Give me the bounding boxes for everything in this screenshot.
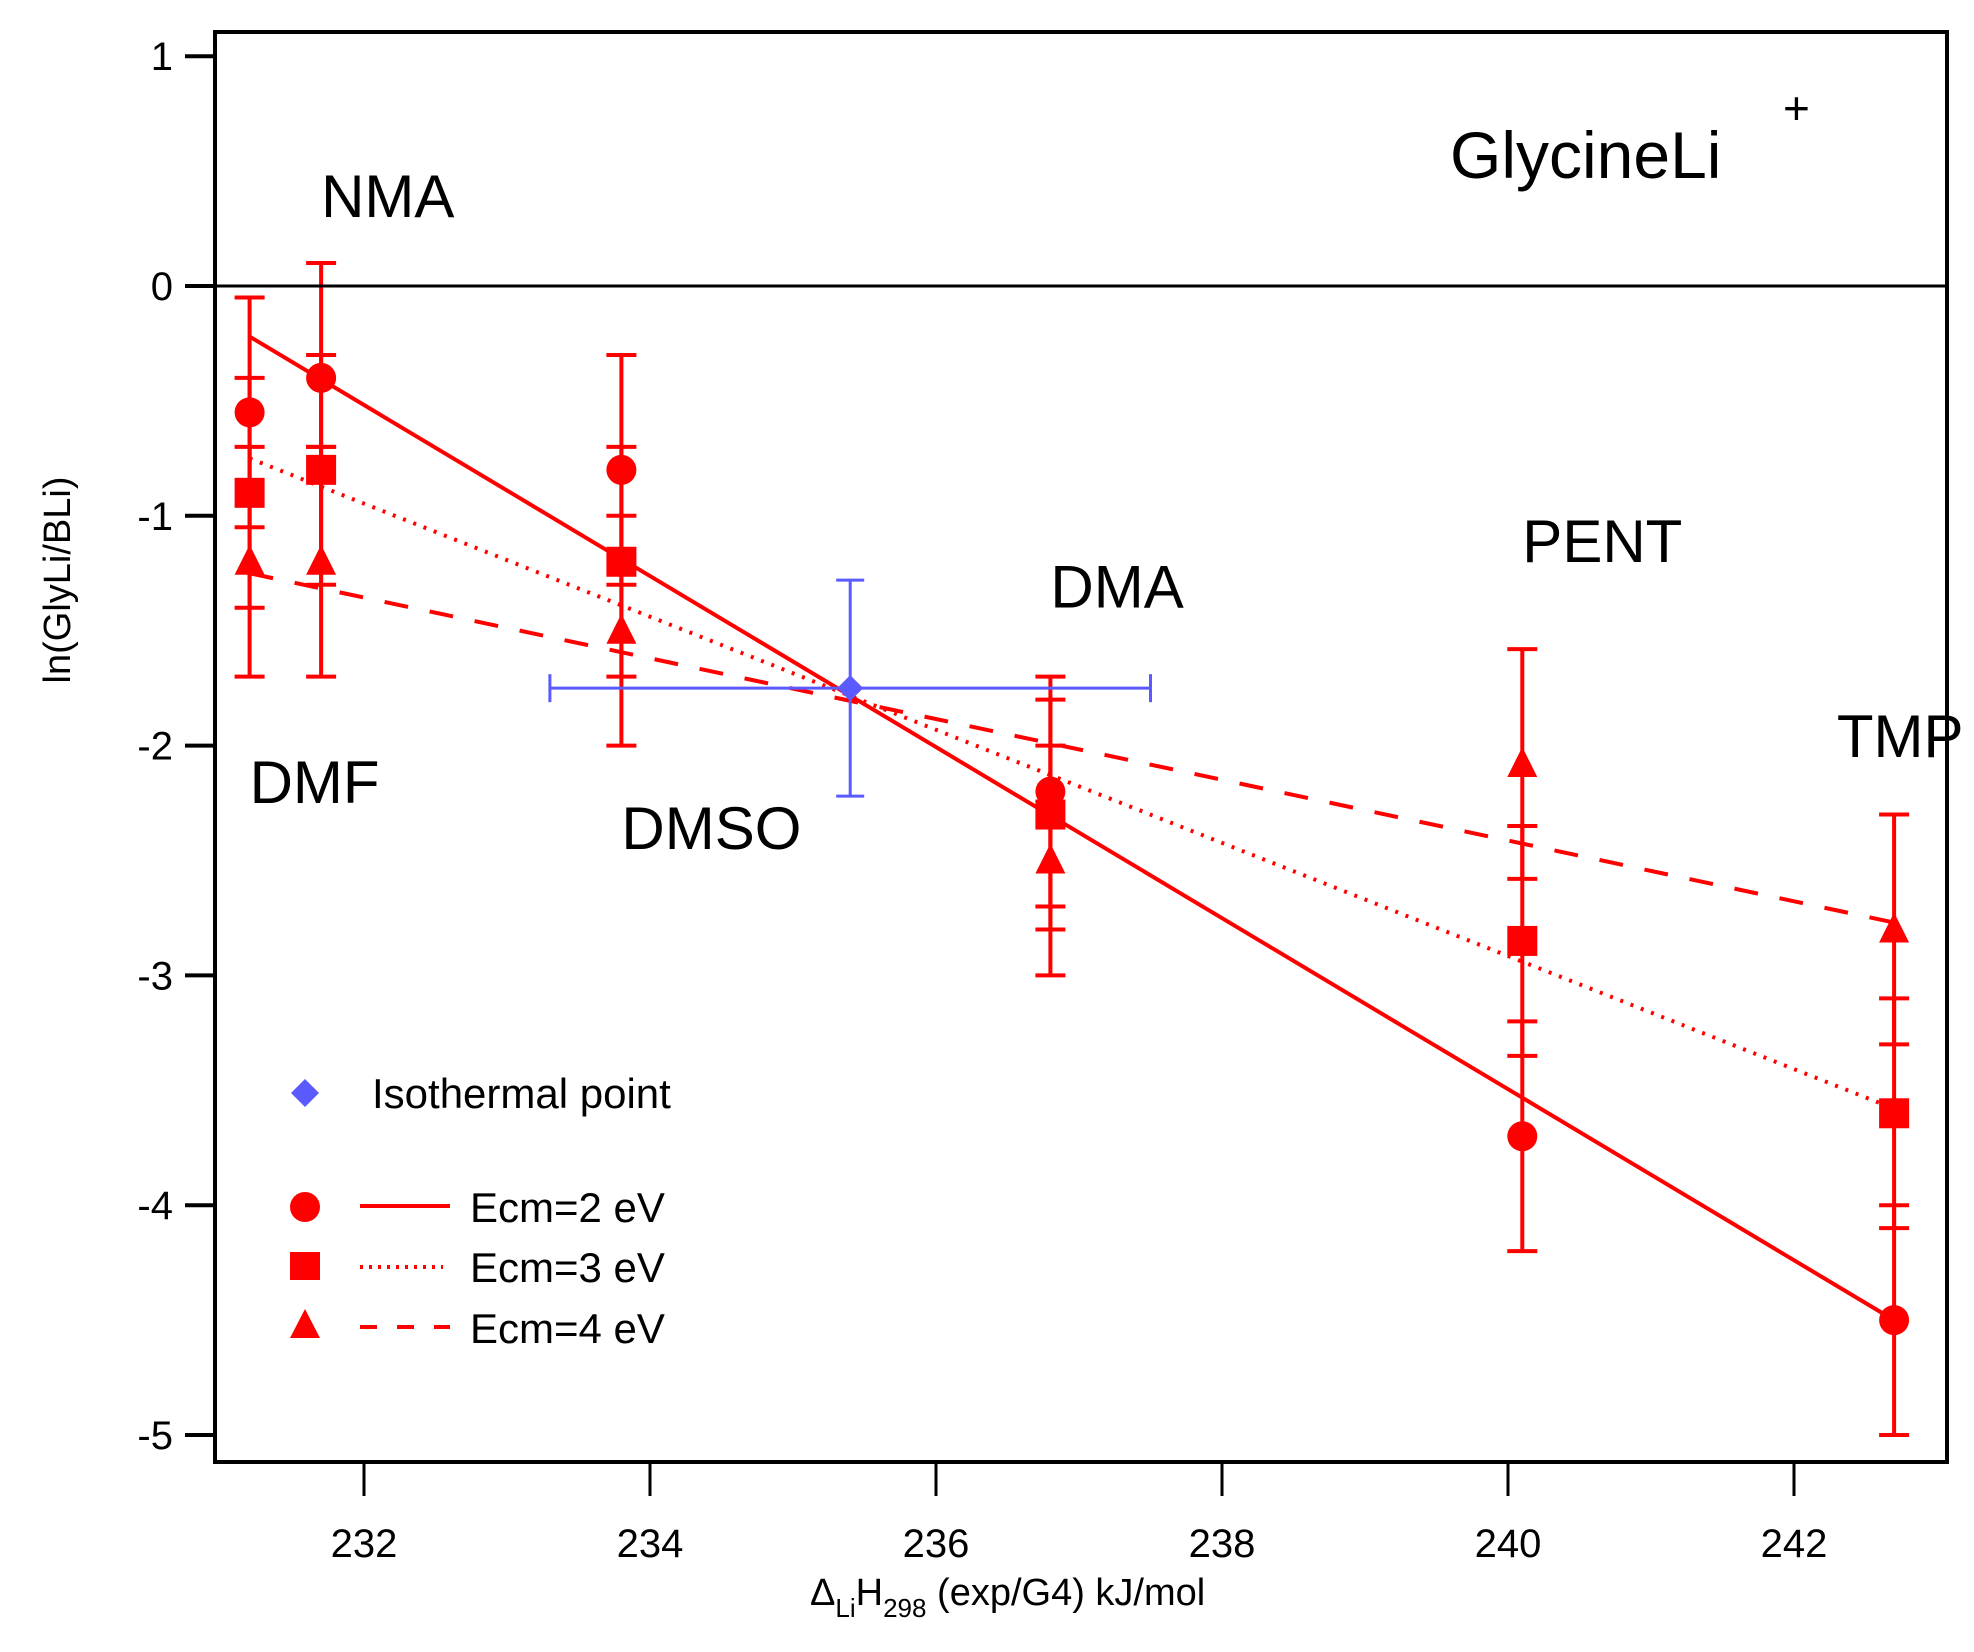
y-tick-label: -5 (137, 1414, 173, 1458)
x-tick-label: 232 (331, 1522, 398, 1566)
fit-lines-layer (248, 334, 1896, 1322)
x-axis-title-sub1: Li (835, 1593, 855, 1623)
x-tick-label: 238 (1189, 1522, 1256, 1566)
legend-triangle-marker (290, 1309, 320, 1338)
data-point-triangle (306, 544, 337, 575)
ticks-layer: 1 0 -1 -2 -3 -4 -5 232 234 236 238 240 242 (137, 35, 1827, 1566)
data-point-triangle (1035, 843, 1066, 874)
data-point-circle (1879, 1305, 1910, 1336)
legend-isothermal-marker (291, 1079, 319, 1107)
data-point-circle (234, 397, 265, 428)
data-point-circle (606, 454, 637, 485)
data-point-square (306, 454, 337, 485)
x-tick-label: 236 (903, 1522, 970, 1566)
markers-layer (234, 362, 1910, 1336)
legend-series-2-label: Ecm=3 eV (470, 1244, 665, 1291)
y-tick-label: -3 (137, 954, 173, 998)
x-tick-label: 242 (1761, 1522, 1828, 1566)
y-axis-title: ln(GlyLi/BLi) (37, 477, 79, 684)
annotation-dmf: DMF (250, 749, 380, 816)
data-point-triangle (234, 544, 265, 575)
x-axis-title-main: H (856, 1572, 883, 1614)
fit-line-dashed (249, 571, 1895, 925)
annotations-layer: NMA DMF DMSO DMA PENT TMP (250, 163, 1964, 862)
chart-title: GlycineLi (1450, 118, 1721, 192)
data-point-square (234, 477, 265, 508)
y-tick-label: 1 (151, 35, 173, 79)
data-point-square (606, 546, 637, 577)
x-axis-title-sub2: 298 (883, 1593, 926, 1623)
data-point-square (1035, 799, 1066, 830)
annotation-dma: DMA (1050, 554, 1183, 621)
legend-series-3-label: Ecm=4 eV (470, 1305, 665, 1352)
x-tick-label: 240 (1475, 1522, 1542, 1566)
data-point-triangle (1507, 746, 1538, 777)
chart-title-superscript: + (1783, 82, 1810, 134)
data-point-circle (306, 362, 337, 393)
data-point-triangle (1879, 912, 1910, 943)
y-tick-label: -1 (137, 495, 173, 539)
legend-isothermal-label: Isothermal point (372, 1070, 671, 1117)
isothermal-point-marker (837, 675, 864, 702)
data-point-square (1879, 1098, 1910, 1129)
y-tick-label: 0 (151, 265, 173, 309)
legend: Isothermal point Ecm=2 eV Ecm=3 eV Ecm=4… (290, 1070, 671, 1352)
x-axis-title: ΔLiH298 (exp/G4) kJ/mol (810, 1572, 1205, 1623)
x-axis-title-delta: Δ (810, 1572, 835, 1614)
annotation-dmso: DMSO (621, 795, 801, 862)
data-point-triangle (606, 613, 637, 644)
fit-line-solid (248, 334, 1896, 1322)
legend-circle-marker (290, 1192, 320, 1222)
legend-square-marker (290, 1252, 320, 1280)
data-point-circle (1507, 1121, 1538, 1152)
annotation-nma: NMA (321, 163, 454, 230)
annotation-tmp: TMP (1837, 703, 1964, 770)
y-tick-label: -2 (137, 725, 173, 769)
y-tick-label: -4 (137, 1184, 173, 1228)
x-axis-title-rest: (exp/G4) kJ/mol (926, 1572, 1205, 1614)
data-point-square (1507, 925, 1538, 956)
legend-series-1-label: Ecm=2 eV (470, 1184, 665, 1231)
x-tick-label: 234 (617, 1522, 684, 1566)
annotation-pent: PENT (1522, 508, 1682, 575)
data-point-circle (1035, 776, 1066, 807)
